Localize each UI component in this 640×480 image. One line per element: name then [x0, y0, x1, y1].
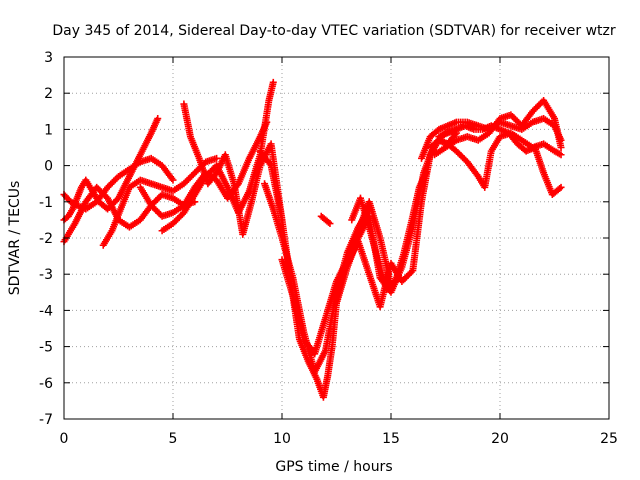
data-point	[422, 169, 430, 177]
data-point	[557, 151, 565, 159]
y-tick-label: -4	[39, 303, 53, 319]
x-tick-label: 5	[169, 431, 178, 447]
grid-lines	[64, 57, 609, 419]
y-tick-label: 2	[44, 86, 53, 102]
x-tick-label: 25	[600, 431, 618, 447]
y-tick-label: -6	[39, 376, 53, 392]
y-tick-label: -7	[39, 412, 53, 428]
x-axis-label: GPS time / hours	[275, 459, 392, 475]
x-tick-label: 20	[491, 431, 509, 447]
data-point	[557, 183, 565, 191]
y-tick-label: 0	[44, 159, 53, 175]
data-points	[60, 78, 565, 401]
y-tick-label: -3	[39, 267, 53, 283]
x-tick-label: 0	[60, 431, 69, 447]
x-tick-label: 15	[382, 431, 400, 447]
data-point	[213, 154, 221, 162]
data-point	[269, 78, 277, 86]
y-axis-label: SDTVAR / TECUs	[7, 181, 23, 296]
y-tick-label: -2	[39, 231, 53, 247]
y-tick-label: 1	[44, 122, 53, 138]
y-tick-label: 3	[44, 50, 53, 66]
x-tick-label: 10	[273, 431, 291, 447]
axis-ticks: 0 5 10 15 20 25 -7 -6 -5 -4 -3 -2 -1 0 1 2 3	[39, 50, 618, 447]
data-point	[169, 176, 177, 184]
data-point	[556, 185, 564, 193]
data-point	[325, 218, 333, 226]
y-tick-label: -1	[39, 195, 53, 211]
y-tick-label: -5	[39, 340, 53, 356]
data-point	[557, 144, 565, 151]
data-point	[326, 220, 334, 228]
data-point	[154, 115, 162, 123]
chart-title: Day 345 of 2014, Sidereal Day-to-day VTE…	[52, 23, 616, 39]
